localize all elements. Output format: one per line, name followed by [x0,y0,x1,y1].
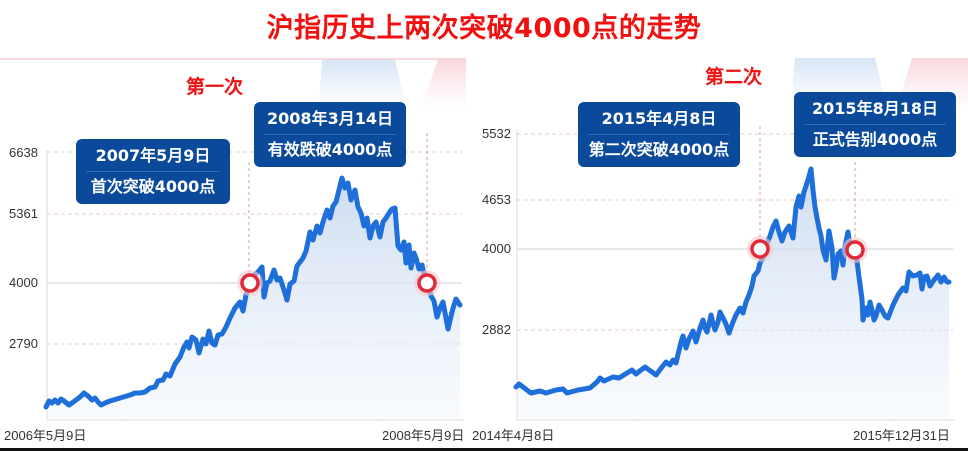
y-tick-label: 6638 [9,145,38,160]
callout-first-drop: 2008年3月14日 有效跌破4000点 [254,102,406,167]
background-decoration [318,60,466,115]
left-line [43,175,463,410]
main-title: 沪指历史上两次突破4000点的走势 [266,13,702,44]
y-tick-label: 4653 [482,192,511,207]
marker-first-break [237,270,263,296]
y-tick-label: 2790 [9,336,38,351]
bottom-border [0,448,968,451]
callout-second-break: 2015年4月8日 第二次突破4000点 [578,102,740,167]
callout-date: 2008年3月14日 [264,108,396,135]
callout-text: 第二次突破4000点 [588,140,730,159]
y-tick-label: 5532 [482,126,511,141]
panel-label: 第一次 [186,76,244,98]
panel-label: 第二次 [705,66,763,88]
callout-text: 正式告别4000点 [812,130,938,149]
x-end-label: 2008年5月9日 [382,428,465,443]
right-area [516,169,949,420]
marker-second-drop [842,237,868,263]
callout-text: 有效跌破4000点 [267,140,393,159]
y-tick-label: 4000 [9,275,38,290]
callout-second-drop: 2015年8月18日 正式告别4000点 [794,92,956,157]
y-tick-label: 4000 [482,241,511,256]
left-area [46,178,460,420]
y-tick-label: 5361 [9,206,38,221]
callout-date: 2015年8月18日 [804,98,946,125]
x-start-label: 2014年4月8日 [472,428,555,443]
x-start-label: 2006年5月9日 [4,428,87,443]
callout-date: 2015年4月8日 [588,108,730,135]
marker-first-drop [414,270,440,296]
marker-second-break [747,236,773,262]
right-line [513,166,952,396]
callout-date: 2007年5月9日 [86,145,220,172]
y-tick-label: 2882 [482,322,511,337]
x-end-label: 2015年12月31日 [853,428,950,443]
callout-text: 首次突破4000点 [90,177,216,196]
callout-first-break: 2007年5月9日 首次突破4000点 [76,139,230,204]
